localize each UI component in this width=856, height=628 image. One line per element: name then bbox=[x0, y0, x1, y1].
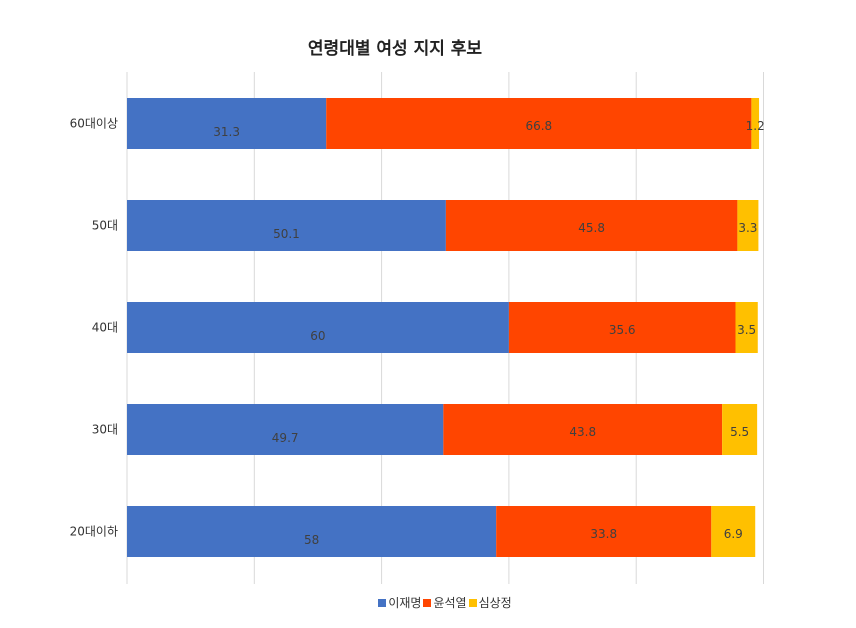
data-label: 58 bbox=[304, 533, 319, 547]
bars bbox=[127, 98, 760, 557]
bar-segment bbox=[445, 200, 738, 251]
data-label: 3.3 bbox=[738, 221, 757, 235]
data-labels: 31.3 66.8 1.2 50.1 45.8 3.3 60 35.6 3.5 49.7 43.8 5… bbox=[213, 119, 765, 547]
data-label: 33.8 bbox=[590, 527, 617, 541]
chart-title: 연령대별 여성 지지 후보 bbox=[307, 39, 483, 59]
category-label: 30대 bbox=[92, 423, 118, 437]
legend-item: 이재명 bbox=[378, 594, 421, 611]
legend-label: 이재명 bbox=[388, 596, 422, 610]
data-label: 1.2 bbox=[746, 119, 765, 133]
bar-segment bbox=[127, 404, 444, 455]
data-label: 5.5 bbox=[730, 425, 749, 439]
data-label: 50.1 bbox=[273, 227, 300, 241]
bar-segment bbox=[722, 404, 758, 455]
legend-swatch bbox=[423, 599, 432, 607]
bar-segment bbox=[711, 506, 756, 557]
bar-segment bbox=[127, 200, 446, 251]
category-label: 20대이하 bbox=[70, 525, 118, 539]
bar-segment bbox=[735, 302, 758, 353]
data-label: 66.8 bbox=[525, 119, 552, 133]
category-labels: 60대이상 50대 40대 30대 20대이하 bbox=[70, 117, 118, 539]
legend-item: 심상정 bbox=[468, 594, 512, 611]
data-label: 6.9 bbox=[724, 527, 743, 541]
bar-segment bbox=[443, 404, 723, 455]
category-label: 40대 bbox=[92, 321, 118, 335]
bar-segment bbox=[127, 98, 327, 149]
data-label: 49.7 bbox=[272, 431, 299, 445]
bar-segment bbox=[496, 506, 712, 557]
category-label: 60대이상 bbox=[70, 117, 118, 131]
legend: 이재명 윤석열 심상정 bbox=[0, 594, 856, 611]
bar-segment bbox=[127, 506, 497, 557]
bar-segment bbox=[737, 200, 759, 251]
data-label: 35.6 bbox=[609, 323, 636, 337]
data-label: 43.8 bbox=[569, 425, 596, 439]
data-label: 3.5 bbox=[737, 323, 756, 337]
bar-segment bbox=[326, 98, 752, 149]
bar-segment bbox=[508, 302, 736, 353]
data-label: 31.3 bbox=[213, 125, 240, 139]
legend-label: 심상정 bbox=[478, 596, 512, 610]
legend-item: 윤석열 bbox=[423, 594, 467, 611]
bar-segment bbox=[751, 98, 760, 149]
data-label: 60 bbox=[310, 329, 325, 343]
legend-label: 윤석열 bbox=[433, 596, 467, 610]
legend-swatch bbox=[468, 599, 477, 607]
bar-segment bbox=[127, 302, 509, 353]
data-label: 45.8 bbox=[578, 221, 605, 235]
category-label: 50대 bbox=[92, 219, 118, 233]
legend-swatch bbox=[378, 599, 387, 607]
